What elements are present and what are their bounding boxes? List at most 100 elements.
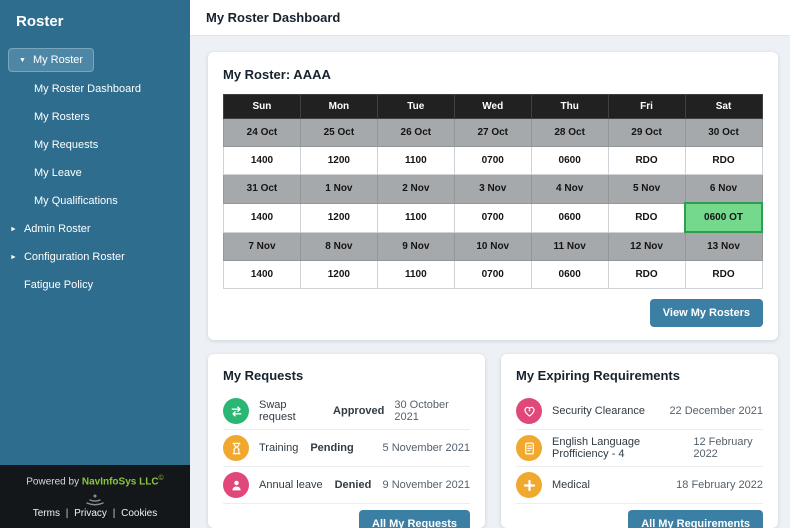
chevron-right-icon: ► [10, 253, 17, 261]
copyright-symbol: © [158, 474, 164, 482]
my-roster-card: My Roster: AAAA Sun Mon Tue Wed Thu Fri … [208, 52, 778, 340]
shift-cell: RDO [684, 146, 763, 175]
request-date: 30 October 2021 [394, 399, 449, 423]
table-header-row: Sun Mon Tue Wed Thu Fri Sat [223, 94, 763, 119]
sidebar-item-my-leave[interactable]: My Leave [34, 167, 82, 179]
requirement-date: 22 December 2021 [669, 405, 763, 417]
date-cell: 7 Nov [223, 231, 301, 261]
sidebar-item-my-rosters[interactable]: My Rosters [34, 111, 90, 123]
requests-card-actions: All My Requests [223, 504, 470, 528]
shift-cell: 0600 [530, 146, 609, 175]
request-label: Training [259, 442, 299, 454]
date-cell: 26 Oct [376, 118, 455, 147]
date-cell: 9 Nov [376, 231, 455, 261]
roster-table: Sun Mon Tue Wed Thu Fri Sat 24 Oct 25 Oc… [223, 94, 763, 289]
view-my-rosters-button[interactable]: View My Rosters [649, 299, 763, 327]
day-column-header: Sat [684, 94, 763, 119]
privacy-link[interactable]: Privacy [74, 508, 107, 519]
date-cell: 24 Oct [223, 118, 301, 147]
shift-cell: RDO [607, 260, 686, 289]
date-row: 31 Oct 1 Nov 2 Nov 3 Nov 4 Nov 5 Nov 6 N… [223, 174, 763, 204]
requirement-label: Medical [552, 479, 590, 491]
requirement-item: Medical 18 February 2022 [516, 467, 763, 504]
date-cell: 6 Nov [684, 174, 763, 204]
certificate-icon [516, 435, 542, 461]
page-title: My Roster Dashboard [206, 10, 341, 25]
day-column-header: Wed [453, 94, 532, 119]
date-cell: 3 Nov [453, 174, 532, 204]
cookies-link[interactable]: Cookies [121, 508, 158, 519]
date-cell: 12 Nov [607, 231, 686, 261]
sidebar-item-fatigue-policy[interactable]: Fatigue Policy [0, 271, 190, 299]
roster-card-actions: View My Rosters [223, 299, 763, 327]
shift-cell: 1200 [299, 202, 378, 233]
shift-row: 1400 1200 1100 0700 0600 RDO 0600 OT [223, 202, 763, 233]
shift-row: 1400 1200 1100 0700 0600 RDO RDO [223, 260, 763, 289]
requirement-item: English Language Profficiency - 4 12 Feb… [516, 430, 763, 467]
sidebar: Roster ▼ My Roster My Roster Dashboard M… [0, 0, 190, 528]
day-column-header: Mon [299, 94, 378, 119]
shift-row: 1400 1200 1100 0700 0600 RDO RDO [223, 146, 763, 175]
date-cell: 13 Nov [684, 231, 763, 261]
date-row: 7 Nov 8 Nov 9 Nov 10 Nov 11 Nov 12 Nov 1… [223, 231, 763, 261]
overtime-shift-cell[interactable]: 0600 OT [684, 202, 763, 233]
person-icon [223, 472, 249, 498]
shift-cell: 0600 [530, 202, 609, 233]
sidebar-item-my-roster[interactable]: ▼ My Roster [8, 48, 95, 72]
main-area: My Roster Dashboard My Roster: AAAA Sun … [190, 0, 790, 528]
chevron-down-icon: ▼ [19, 56, 26, 64]
date-cell: 10 Nov [453, 231, 532, 261]
signal-icon [86, 494, 104, 506]
shift-cell: 1200 [299, 260, 378, 289]
date-cell: 1 Nov [299, 174, 378, 204]
my-expiring-requirements-card: My Expiring Requirements Security Cleara… [501, 354, 778, 528]
sidebar-item-my-qualifications[interactable]: My Qualifications [34, 195, 118, 207]
content: My Roster: AAAA Sun Mon Tue Wed Thu Fri … [190, 36, 790, 528]
requirement-date: 18 February 2022 [676, 479, 763, 491]
request-date: 9 November 2021 [382, 479, 470, 491]
powered-by-line: Powered by NavInfoSys LLC© [6, 475, 184, 487]
sidebar-item-admin-roster[interactable]: ► Admin Roster [0, 215, 190, 243]
shift-cell: 1400 [223, 146, 301, 175]
footer-links: Terms | Privacy | Cookies [6, 508, 184, 519]
all-my-requests-button[interactable]: All My Requests [359, 510, 470, 528]
date-cell: 4 Nov [530, 174, 609, 204]
all-my-requirements-button[interactable]: All My Requirements [628, 510, 763, 528]
shift-cell: 1200 [299, 146, 378, 175]
shift-cell: 0700 [453, 260, 532, 289]
powered-by-text: Powered by [26, 476, 80, 487]
sidebar-item-label: My Roster [32, 54, 84, 66]
request-label: Swap request [259, 399, 296, 423]
sidebar-item-label: Configuration Roster [23, 251, 125, 263]
chevron-right-icon: ► [10, 225, 17, 233]
sidebar-item-configuration-roster[interactable]: ► Configuration Roster [0, 243, 190, 271]
my-requests-card: My Requests Swap request Approved 30 Oct… [208, 354, 485, 528]
request-status: Approved [333, 405, 385, 417]
date-cell: 28 Oct [530, 118, 609, 147]
terms-link[interactable]: Terms [32, 508, 60, 519]
app-title: Roster [16, 13, 64, 30]
request-item: Swap request Approved 30 October 2021 [223, 393, 470, 430]
shift-cell: 1100 [376, 202, 455, 233]
page-header: My Roster Dashboard [190, 0, 790, 36]
sidebar-footer: Powered by NavInfoSys LLC© Terms | Priva… [0, 464, 190, 528]
brand-name: NavInfoSys LLC [81, 476, 159, 487]
sidebar-item-my-roster-dashboard[interactable]: My Roster Dashboard [34, 83, 141, 95]
request-item: Training Pending 5 November 2021 [223, 430, 470, 467]
security-icon [516, 398, 542, 424]
shift-cell: RDO [684, 260, 763, 289]
requirement-label: Security Clearance [552, 405, 645, 417]
shift-cell: RDO [607, 202, 686, 233]
roster-card-title: My Roster: AAAA [223, 67, 331, 82]
day-column-header: Thu [530, 94, 609, 119]
request-label: Annual leave [259, 479, 323, 491]
requests-card-title: My Requests [223, 368, 304, 383]
sidebar-item-my-requests[interactable]: My Requests [34, 139, 99, 151]
request-item: Annual leave Denied 9 November 2021 [223, 467, 470, 504]
bottom-row: My Requests Swap request Approved 30 Oct… [208, 354, 778, 528]
date-cell: 11 Nov [530, 231, 609, 261]
shift-cell: RDO [607, 146, 686, 175]
request-status: Pending [310, 442, 354, 454]
my-roster-submenu: My Roster Dashboard My Rosters My Reques… [0, 75, 190, 215]
shift-cell: 1400 [223, 260, 301, 289]
